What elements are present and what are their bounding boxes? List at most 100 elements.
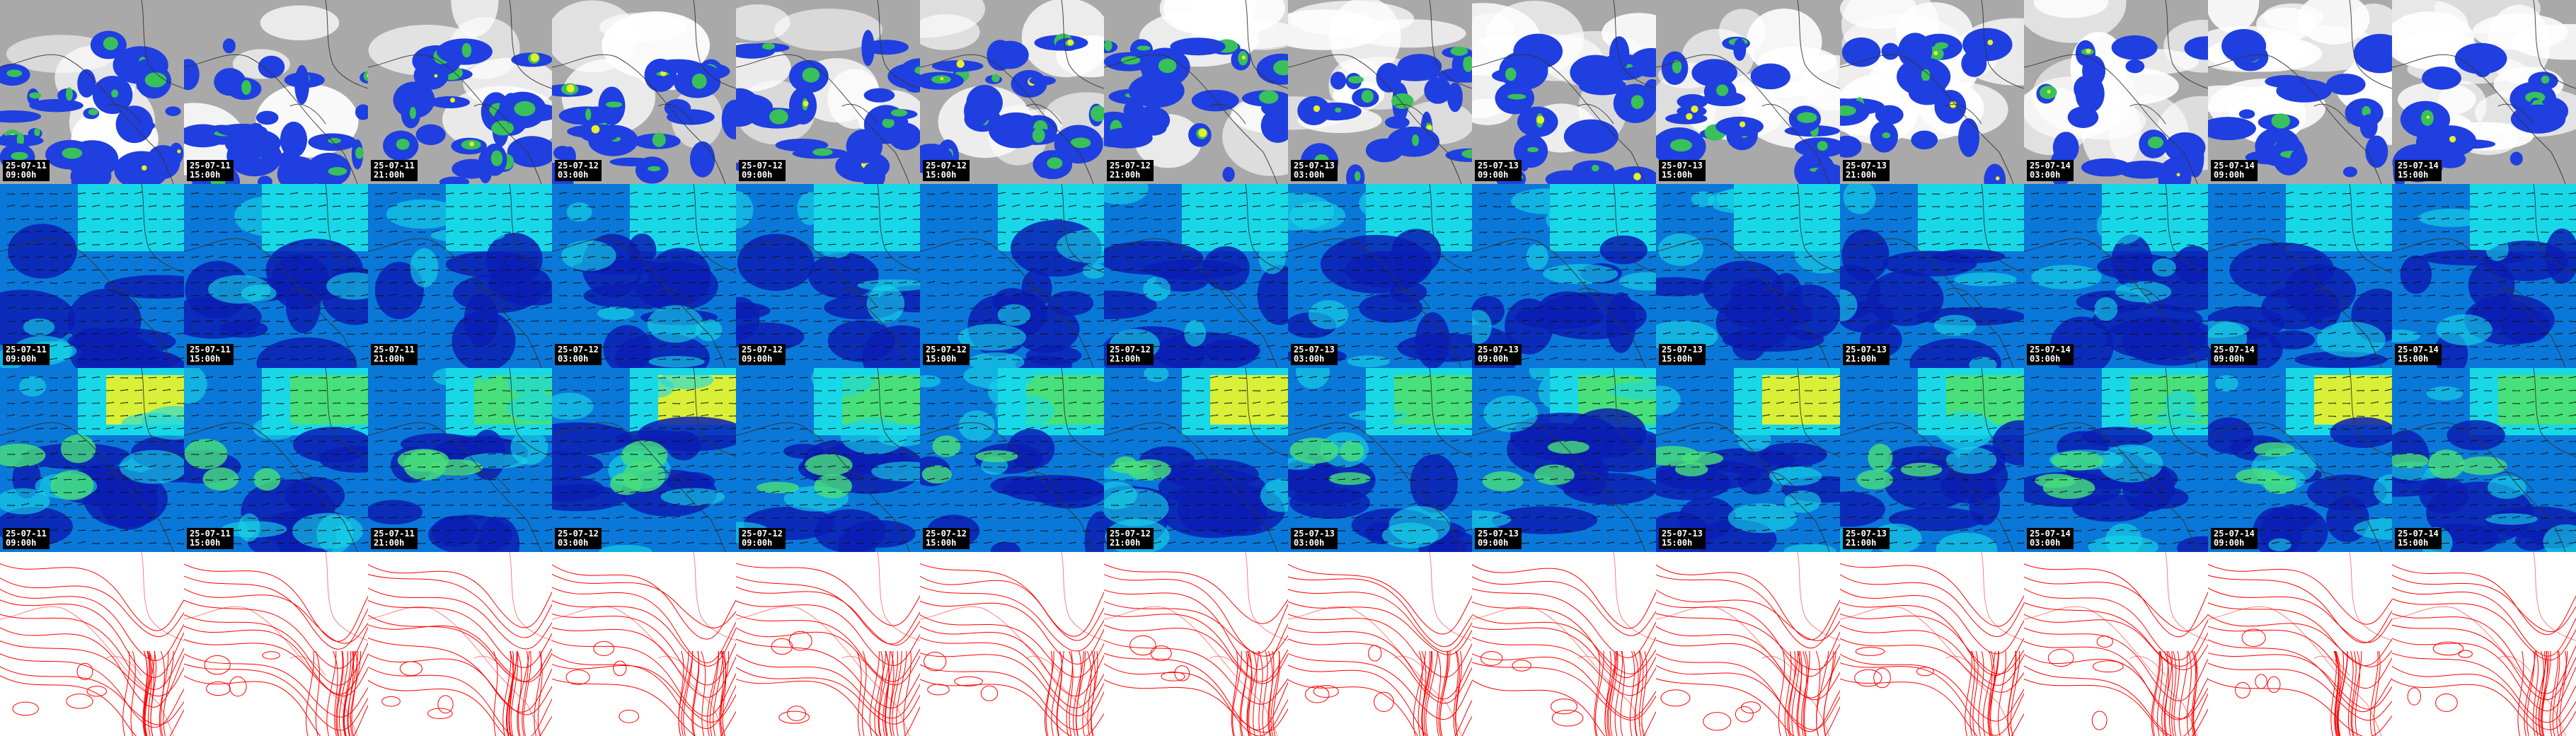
- timestamp-label: 25-07-12 21:00h: [1107, 160, 1154, 181]
- timestamp-hour: 09:00h: [2214, 170, 2245, 180]
- map-tile-precipitation-cloud: 25-07-11 09:00h: [0, 0, 184, 184]
- timestamp-date: 25-07-12: [742, 161, 783, 171]
- timestamp-label: 25-07-11 15:00h: [187, 344, 234, 365]
- timestamp-date: 25-07-13: [1846, 161, 1887, 171]
- timestamp-label: 25-07-14 15:00h: [2395, 528, 2442, 549]
- map-image: [0, 368, 184, 552]
- map-image: [368, 552, 552, 736]
- map-tile-wind-upper-level: 25-07-11 09:00h: [0, 368, 184, 552]
- timestamp-label: 25-07-12 21:00h: [1107, 528, 1154, 549]
- map-image: [1472, 0, 1656, 184]
- timestamp-hour: 21:00h: [374, 170, 405, 180]
- timestamp-date: 25-07-14: [2398, 161, 2439, 171]
- map-image: [736, 0, 920, 184]
- timestamp-date: 25-07-11: [6, 529, 47, 539]
- timestamp-date: 25-07-12: [742, 529, 783, 539]
- timestamp-label: 25-07-13 03:00h: [1291, 528, 1338, 549]
- map-tile-wind-low-level: 25-07-14 15:00h: [2392, 184, 2576, 368]
- map-image: [368, 184, 552, 368]
- timestamp-hour: 15:00h: [1662, 538, 1693, 548]
- timestamp-hour: 21:00h: [374, 538, 405, 548]
- timestamp-hour: 21:00h: [1846, 538, 1877, 548]
- map-image: [184, 552, 368, 736]
- map-image: [368, 0, 552, 184]
- map-tile-wind-upper-level: 25-07-12 09:00h: [736, 368, 920, 552]
- timestamp-label: 25-07-13 03:00h: [1291, 160, 1338, 181]
- timestamp-hour: 09:00h: [1478, 538, 1509, 548]
- map-tile-wind-low-level: 25-07-11 15:00h: [184, 184, 368, 368]
- map-tile-pressure-contours: [1288, 552, 1472, 736]
- map-image: [920, 184, 1104, 368]
- map-image: [552, 0, 736, 184]
- map-image: [184, 0, 368, 184]
- timestamp-hour: 09:00h: [6, 170, 37, 180]
- map-image: [368, 368, 552, 552]
- map-tile-precipitation-cloud: 25-07-13 03:00h: [1288, 0, 1472, 184]
- map-tile-precipitation-cloud: 25-07-13 21:00h: [1840, 0, 2024, 184]
- timestamp-date: 25-07-12: [926, 529, 967, 539]
- timestamp-date: 25-07-13: [1294, 345, 1335, 355]
- timestamp-label: 25-07-13 21:00h: [1843, 344, 1890, 365]
- timestamp-date: 25-07-11: [190, 345, 231, 355]
- timestamp-label: 25-07-12 03:00h: [555, 528, 602, 549]
- map-tile-wind-low-level: 25-07-12 09:00h: [736, 184, 920, 368]
- timestamp-hour: 03:00h: [558, 170, 589, 180]
- map-image: [736, 368, 920, 552]
- map-image: [736, 552, 920, 736]
- map-tile-pressure-contours: [2392, 552, 2576, 736]
- timestamp-hour: 09:00h: [6, 354, 37, 364]
- timestamp-label: 25-07-12 03:00h: [555, 160, 602, 181]
- timestamp-label: 25-07-11 15:00h: [187, 160, 234, 181]
- timestamp-date: 25-07-13: [1478, 161, 1519, 171]
- timestamp-label: 25-07-12 03:00h: [555, 344, 602, 365]
- map-tile-precipitation-cloud: 25-07-12 15:00h: [920, 0, 1104, 184]
- timestamp-label: 25-07-13 09:00h: [1475, 344, 1522, 365]
- map-tile-precipitation-cloud: 25-07-13 09:00h: [1472, 0, 1656, 184]
- timestamp-label: 25-07-13 21:00h: [1843, 528, 1890, 549]
- timestamp-date: 25-07-12: [558, 529, 599, 539]
- map-tile-pressure-contours: [1472, 552, 1656, 736]
- map-tile-wind-upper-level: 25-07-12 21:00h: [1104, 368, 1288, 552]
- timestamp-date: 25-07-12: [558, 161, 599, 171]
- timestamp-hour: 03:00h: [558, 538, 589, 548]
- map-image: [1840, 552, 2024, 736]
- timestamp-hour: 21:00h: [1846, 170, 1877, 180]
- map-image: [1104, 552, 1288, 736]
- map-tile-wind-low-level: 25-07-13 21:00h: [1840, 184, 2024, 368]
- timestamp-date: 25-07-12: [1110, 529, 1151, 539]
- timestamp-label: 25-07-11 21:00h: [371, 344, 418, 365]
- timestamp-date: 25-07-14: [2030, 161, 2071, 171]
- timestamp-hour: 03:00h: [1294, 170, 1325, 180]
- timestamp-date: 25-07-14: [2398, 345, 2439, 355]
- timestamp-hour: 03:00h: [2030, 170, 2061, 180]
- map-image: [2392, 0, 2576, 184]
- timestamp-hour: 09:00h: [1478, 170, 1509, 180]
- map-tile-pressure-contours: [2208, 552, 2392, 736]
- timestamp-hour: 09:00h: [6, 538, 37, 548]
- map-tile-wind-low-level: 25-07-11 09:00h: [0, 184, 184, 368]
- timestamp-date: 25-07-12: [558, 345, 599, 355]
- timestamp-label: 25-07-11 21:00h: [371, 160, 418, 181]
- timestamp-hour: 21:00h: [1846, 354, 1877, 364]
- map-tile-wind-upper-level: 25-07-12 15:00h: [920, 368, 1104, 552]
- map-tile-precipitation-cloud: 25-07-12 03:00h: [552, 0, 736, 184]
- map-image: [0, 552, 184, 736]
- timestamp-date: 25-07-11: [190, 529, 231, 539]
- timestamp-label: 25-07-12 09:00h: [739, 528, 786, 549]
- timestamp-hour: 09:00h: [742, 170, 773, 180]
- timestamp-date: 25-07-12: [1110, 161, 1151, 171]
- timestamp-label: 25-07-13 15:00h: [1659, 160, 1706, 181]
- map-tile-precipitation-cloud: 25-07-11 21:00h: [368, 0, 552, 184]
- map-tile-pressure-contours: [1104, 552, 1288, 736]
- timestamp-hour: 09:00h: [2214, 354, 2245, 364]
- map-image: [920, 552, 1104, 736]
- timestamp-label: 25-07-14 15:00h: [2395, 160, 2442, 181]
- timestamp-label: 25-07-11 15:00h: [187, 528, 234, 549]
- timestamp-date: 25-07-12: [926, 345, 967, 355]
- map-image: [2208, 552, 2392, 736]
- timestamp-hour: 09:00h: [742, 354, 773, 364]
- map-tile-wind-upper-level: 25-07-14 09:00h: [2208, 368, 2392, 552]
- map-tile-wind-low-level: 25-07-14 09:00h: [2208, 184, 2392, 368]
- map-tile-precipitation-cloud: 25-07-14 09:00h: [2208, 0, 2392, 184]
